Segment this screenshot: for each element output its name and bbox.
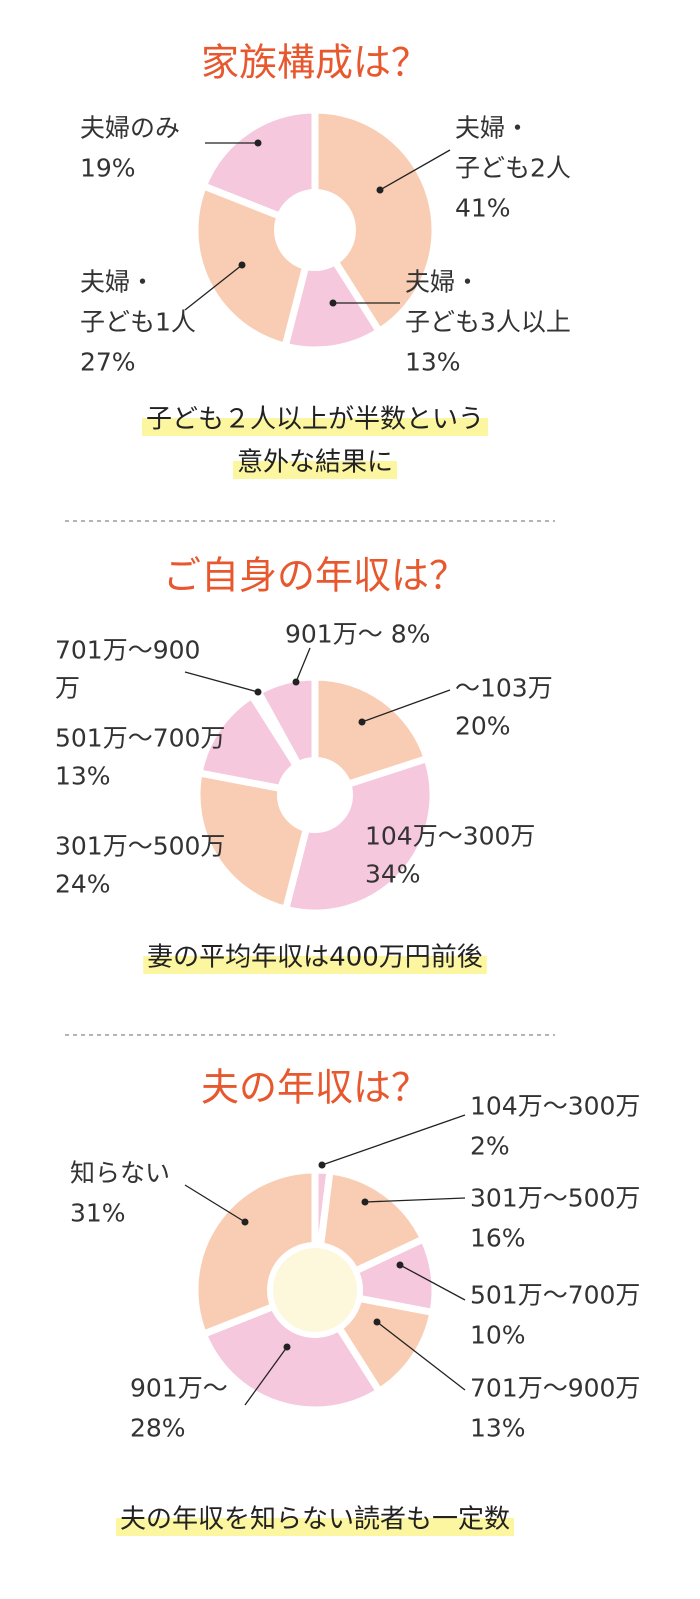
slice-label: 夫婦・ [455,113,530,142]
leader-dot [254,139,262,147]
leader-dot [373,1318,381,1326]
slice-label: 501万〜700万 [55,723,225,752]
note: 意外な結果に [237,448,393,478]
leader-line [364,1197,466,1203]
leader-dot [329,299,337,307]
donut-hole [274,189,356,271]
value-label: 27% [80,347,136,376]
value-label: 13% [470,1413,526,1442]
leader-line [379,149,451,191]
value-label: 28% [130,1413,186,1442]
leader-line [184,1184,246,1223]
leader-dot [241,1218,249,1226]
chart-title: 夫の年収は？ [201,1066,429,1110]
pie-slice [194,690,323,800]
note: 子ども２人以上が半数という [146,405,484,435]
slice-label: 知らない [70,1158,170,1187]
leader-dot [396,1261,404,1269]
value-label: 31% [70,1198,126,1227]
note: 夫の年収を知らない読者も一定数 [120,1505,510,1535]
donut-hole [267,1242,363,1338]
leader-dot [238,261,246,269]
slice-label: 子ども1人 [80,307,196,336]
note-highlight [115,1518,515,1536]
slice-label: 301万〜500万 [55,831,225,860]
leader-dot [283,1343,291,1351]
value-label: 19% [80,153,136,182]
chart-title: ご自身の年収は？ [163,554,467,598]
donut-hole [277,757,353,833]
slice-label: 子ども3人以上 [405,307,571,336]
slice-label: 104万〜300万 [470,1091,640,1120]
value-label: 16% [470,1223,526,1252]
leader-dot [318,1161,326,1169]
slice-label: 901万〜 [285,619,383,648]
leader-line [244,1346,288,1406]
leader-line [399,1264,466,1301]
leader-line [184,264,243,311]
leader-line [184,671,259,693]
value-label: 20% [455,711,511,740]
slice-label: 夫婦・ [80,267,155,296]
slice-label: 夫婦のみ [80,113,180,142]
leader-dot [254,688,262,696]
slice-label: 701万〜900万 [470,1373,640,1402]
value-label: 24% [55,869,111,898]
slice-label: 701万〜900 [55,635,200,664]
leader-dot [358,718,366,726]
value-label: 13% [55,761,111,790]
leader-line [376,1321,466,1391]
slice-label: 夫婦・ [405,267,480,296]
note-highlight [143,956,487,974]
value-label: 8% [391,619,431,648]
slice-label: 子ども2人 [455,153,571,182]
slice-label: 〜103万 [455,673,553,702]
leader-dot [361,1198,369,1206]
leader-line [295,647,311,683]
value-label: 2% [470,1131,510,1160]
slice-label: 301万〜500万 [470,1183,640,1212]
slice-label: 901万〜 [130,1373,228,1402]
chart-title: 家族構成は？ [201,41,429,85]
value-label: 10% [470,1320,526,1349]
slice-label: 501万〜700万 [470,1280,640,1309]
value-label: 41% [455,193,511,222]
value-label: 13% [405,347,461,376]
note: 妻の平均年収は400万円前後 [147,943,483,973]
note-highlight [232,461,398,479]
note-highlight [141,418,489,436]
leader-dot [292,678,300,686]
slice-label: 104万〜300万 [365,821,535,850]
leader-line [361,689,451,723]
slice-label: 万 [55,673,80,702]
leader-line [321,1114,466,1166]
leader-dot [376,186,384,194]
value-label: 34% [365,859,421,888]
